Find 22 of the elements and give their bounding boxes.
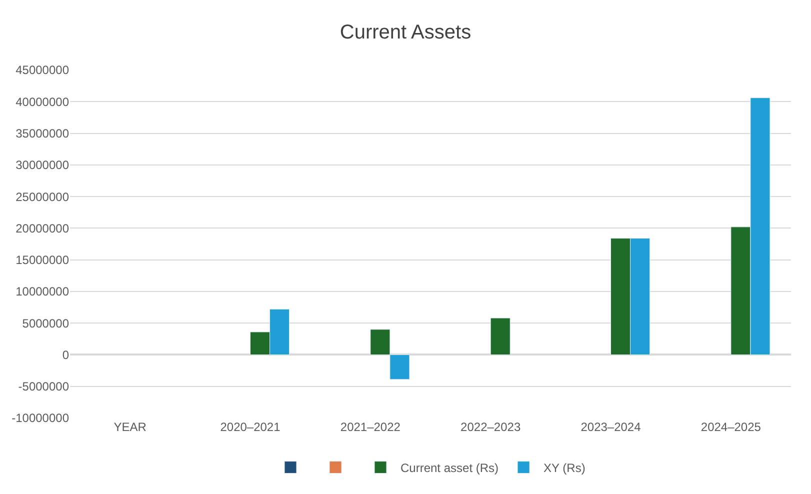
legend-label: XY (Rs) — [544, 460, 586, 475]
x-tick-label: YEAR — [114, 420, 147, 434]
y-tick-label: -5000000 — [18, 380, 70, 394]
bar — [490, 318, 510, 355]
y-tick-label: 25000000 — [16, 190, 70, 204]
y-tick-label: 45000000 — [16, 63, 70, 78]
x-tick-label: 2020–2021 — [220, 420, 281, 434]
y-tick-label: 15000000 — [16, 253, 70, 268]
x-tick-label: 2022–2023 — [460, 420, 521, 434]
y-tick-label: 10000000 — [16, 284, 70, 299]
chart-title: Current Assets — [340, 22, 472, 44]
x-tick-label: 2023–2024 — [580, 420, 642, 434]
y-tick-label: 5000000 — [22, 316, 70, 330]
x-tick-label: 2024–2025 — [700, 420, 762, 434]
y-tick-label: 20000000 — [16, 221, 70, 236]
y-tick-label: -10000000 — [12, 411, 70, 426]
y-tick-label: 35000000 — [16, 126, 70, 140]
y-tick-label: 0 — [62, 348, 70, 362]
x-tick-label: 2021–2022 — [340, 420, 401, 434]
y-tick-label: 40000000 — [16, 94, 70, 109]
legend-label: Current asset (Rs) — [400, 460, 499, 475]
y-tick-label: 30000000 — [16, 158, 70, 172]
